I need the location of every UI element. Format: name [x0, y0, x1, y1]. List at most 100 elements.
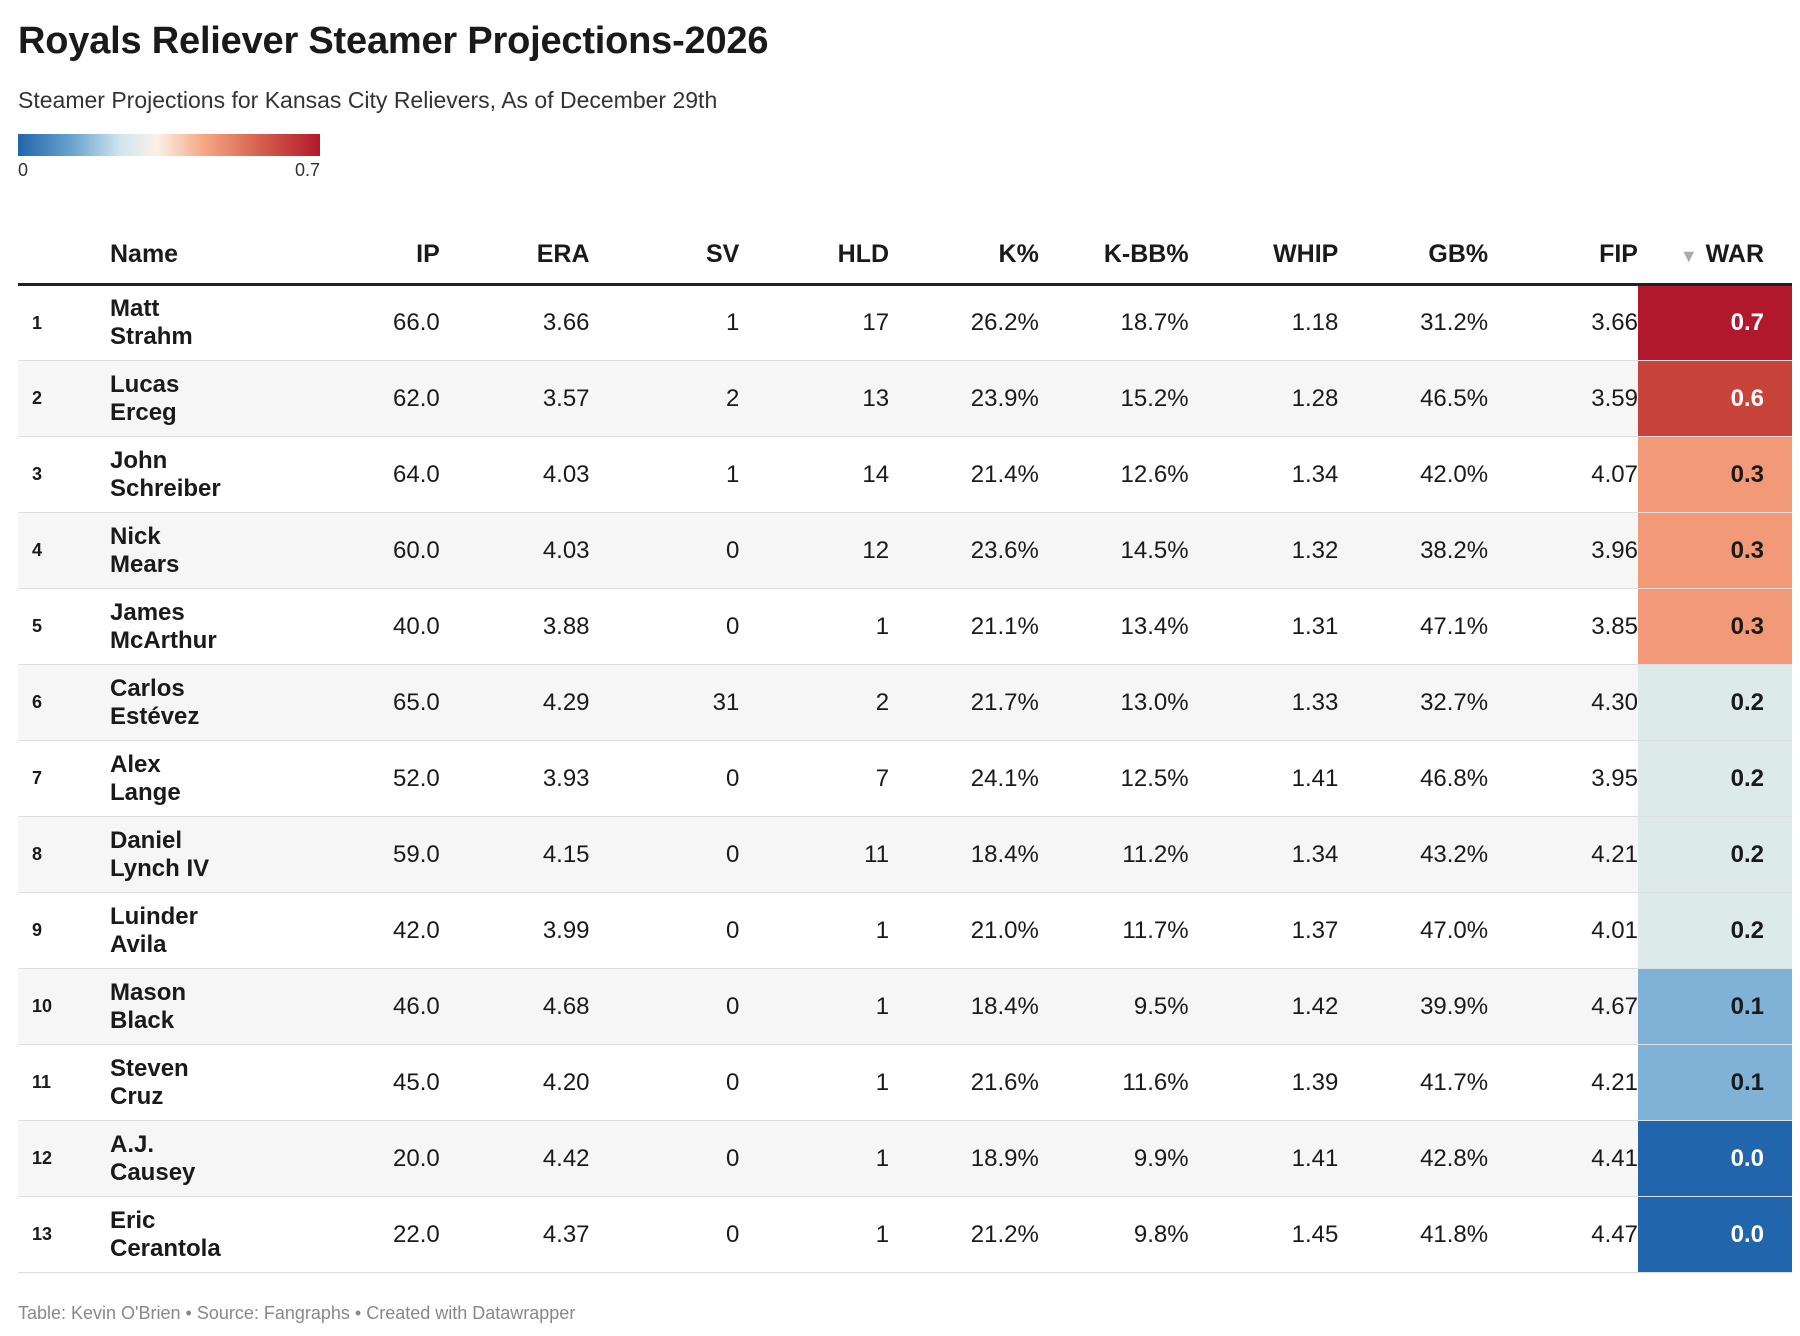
cell-war: 0.2: [1638, 892, 1792, 969]
cell-hld: 1: [875, 916, 890, 944]
cell-gb-pct: 43.2%: [1420, 840, 1489, 868]
cell-fip: 3.96: [1591, 536, 1638, 564]
cell-ip: 46.0: [393, 992, 440, 1020]
cell-war: 0.3: [1638, 588, 1792, 665]
last-name: Erceg: [110, 398, 177, 426]
last-name: Cruz: [110, 1082, 164, 1110]
cell-k-bb-pct: 11.7%: [1122, 916, 1189, 944]
header-ip[interactable]: IP: [290, 225, 440, 286]
cell-hld: 12: [862, 536, 890, 564]
cell-hld: 1: [875, 1220, 890, 1248]
header-gb-pct[interactable]: GB%: [1338, 225, 1489, 286]
header-k-pct[interactable]: K%: [889, 225, 1039, 286]
cell-k-bb-pct: 18.7%: [1120, 309, 1189, 336]
cell-hld: 1: [875, 992, 890, 1020]
cell-k-pct: 23.9%: [970, 384, 1039, 412]
last-name: Lange: [110, 778, 181, 806]
cell-era: 4.68: [542, 992, 590, 1020]
last-name: Black: [110, 1006, 175, 1034]
cell-ip: 64.0: [393, 460, 440, 488]
cell-ip: 60.0: [393, 536, 440, 564]
cell-ip: 65.0: [393, 688, 440, 716]
cell-whip: 1.45: [1291, 1220, 1339, 1248]
last-name: Cerantola: [110, 1234, 221, 1262]
cell-era: 4.03: [542, 536, 590, 564]
cell-hld: 14: [862, 460, 890, 488]
cell-ip: 45.0: [393, 1068, 440, 1096]
cell-rank: 10: [32, 996, 53, 1016]
cell-sv: 31: [712, 688, 740, 716]
cell-rank: 1: [32, 312, 43, 333]
cell-whip: 1.39: [1291, 1068, 1339, 1096]
cell-sv: 0: [725, 1068, 740, 1096]
cell-era: 3.57: [542, 384, 590, 412]
last-name: Avila: [110, 930, 167, 958]
cell-sv: 0: [725, 916, 740, 944]
cell-hld: 11: [864, 840, 890, 868]
header-name[interactable]: Name: [110, 225, 290, 286]
cell-whip: 1.41: [1291, 764, 1339, 792]
cell-era: 3.99: [542, 916, 590, 944]
last-name: Estévez: [110, 702, 200, 730]
cell-era: 3.66: [542, 309, 590, 336]
cell-name: Luinder Avila: [110, 893, 290, 969]
cell-fip: 4.21: [1591, 840, 1638, 868]
cell-war: 0.6: [1638, 360, 1792, 437]
cell-k-bb-pct: 12.6%: [1120, 460, 1189, 488]
cell-rank: 12: [32, 1148, 53, 1168]
cell-era: 3.88: [542, 612, 590, 640]
cell-rank: 2: [32, 388, 43, 408]
cell-rank: 8: [32, 844, 43, 864]
cell-hld: 17: [862, 309, 890, 336]
cell-war: 0.1: [1638, 968, 1792, 1045]
cell-k-pct: 21.7%: [970, 688, 1039, 716]
table-header-row: Name IP ERA SV HLD K% K-BB% WHIP GB% FIP…: [18, 225, 1792, 286]
header-k-bb-pct[interactable]: K-BB%: [1038, 225, 1189, 286]
cell-gb-pct: 47.1%: [1420, 612, 1489, 640]
header-era[interactable]: ERA: [439, 225, 590, 286]
table-row: 12 A.J. Causey 20.0 4.42 0 1 18.9% 9.9% 1.41 42.8%…: [18, 1120, 1792, 1197]
cell-ip: 22.0: [393, 1220, 440, 1248]
header-fip[interactable]: FIP: [1488, 225, 1638, 286]
first-name: John: [110, 446, 168, 474]
first-name: Nick: [110, 522, 161, 550]
table-row: 5 James McArthur 40.0 3.88 0 1 21.1% 13.4% 1.31 47…: [18, 588, 1792, 665]
header-war-label: WAR: [1705, 239, 1764, 268]
cell-gb-pct: 41.8%: [1420, 1220, 1489, 1248]
cell-rank: 13: [32, 1224, 53, 1244]
first-name: Mason: [110, 978, 187, 1006]
header-whip[interactable]: WHIP: [1188, 225, 1339, 286]
header-war[interactable]: ▼ WAR: [1638, 225, 1792, 286]
first-name: Eric: [110, 1206, 156, 1234]
cell-k-pct: 18.4%: [970, 992, 1039, 1020]
cell-ip: 59.0: [393, 840, 440, 868]
cell-rank: 3: [32, 464, 43, 484]
cell-rank: 6: [32, 692, 43, 712]
cell-war: 0.0: [1638, 1120, 1792, 1197]
table-row: 8 Daniel Lynch IV 59.0 4.15 0 11 18.4% 11.2% 1.34…: [18, 816, 1792, 893]
cell-hld: 2: [875, 688, 890, 716]
chart-title: Royals Reliever Steamer Projections-2026: [18, 20, 769, 62]
cell-gb-pct: 41.7%: [1420, 1068, 1489, 1096]
cell-fip: 4.07: [1591, 460, 1638, 488]
cell-whip: 1.42: [1291, 992, 1339, 1020]
cell-era: 4.42: [542, 1144, 590, 1172]
cell-era: 4.20: [542, 1068, 590, 1096]
cell-gb-pct: 46.5%: [1420, 384, 1489, 412]
cell-gb-pct: 42.0%: [1420, 460, 1489, 488]
cell-sv: 1: [725, 309, 740, 336]
first-name: Alex: [110, 750, 161, 778]
cell-fip: 3.95: [1591, 764, 1638, 792]
cell-sv: 1: [725, 460, 740, 488]
header-sv[interactable]: SV: [589, 225, 740, 286]
cell-sv: 2: [725, 384, 740, 412]
cell-rank: 11: [32, 1072, 52, 1092]
cell-k-pct: 21.6%: [970, 1068, 1039, 1096]
header-hld[interactable]: HLD: [739, 225, 890, 286]
cell-name: Steven Cruz: [110, 1045, 290, 1121]
cell-hld: 7: [875, 764, 890, 792]
last-name: Lynch IV: [110, 854, 210, 882]
cell-fip: 4.41: [1591, 1144, 1638, 1172]
cell-name: Matt Strahm: [110, 285, 290, 361]
